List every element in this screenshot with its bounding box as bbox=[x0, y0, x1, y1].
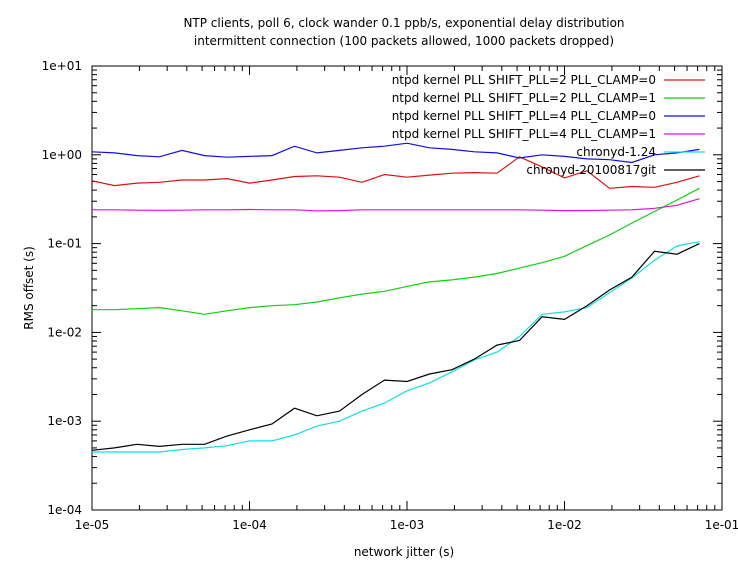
legend-label: ntpd kernel PLL SHIFT_PLL=4 PLL_CLAMP=0 bbox=[392, 109, 656, 123]
series-line-5 bbox=[92, 241, 700, 453]
y-tick-label: 1e-02 bbox=[47, 325, 82, 339]
legend: ntpd kernel PLL SHIFT_PLL=2 PLL_CLAMP=0n… bbox=[392, 73, 705, 177]
x-tick-label: 1e-03 bbox=[390, 518, 425, 532]
legend-label: chronyd-1.24 bbox=[576, 145, 656, 159]
y-tick-label: 1e-03 bbox=[47, 414, 82, 428]
legend-label: ntpd kernel PLL SHIFT_PLL=2 PLL_CLAMP=0 bbox=[392, 73, 656, 87]
axis-ticks: 1e-05 1e-04 1e-03 1e-02 1e-011e-041e-031e-02… bbox=[42, 59, 738, 532]
chart-title: NTP clients, poll 6, clock wander 0.1 pp… bbox=[183, 16, 624, 30]
x-tick-label: 1e-05 bbox=[75, 518, 110, 532]
x-tick-label: 1e-01 bbox=[705, 518, 738, 532]
y-tick-label: 1e+01 bbox=[42, 59, 82, 73]
legend-label: chronyd-20100817git bbox=[526, 163, 656, 177]
series-line-4 bbox=[92, 198, 700, 212]
y-axis-label: RMS offset (s) bbox=[22, 246, 36, 330]
series-lines bbox=[91, 142, 700, 453]
legend-label: ntpd kernel PLL SHIFT_PLL=4 PLL_CLAMP=1 bbox=[392, 127, 656, 141]
series-line-2 bbox=[92, 187, 700, 315]
x-tick-label: 1e-04 bbox=[232, 518, 267, 532]
legend-label: ntpd kernel PLL SHIFT_PLL=2 PLL_CLAMP=1 bbox=[392, 91, 656, 105]
series-line-1 bbox=[91, 156, 700, 189]
y-tick-label: 1e+00 bbox=[42, 148, 82, 162]
x-tick-label: 1e-02 bbox=[547, 518, 582, 532]
series-line-3 bbox=[91, 142, 700, 164]
y-tick-label: 1e-04 bbox=[47, 503, 82, 517]
series-line-6 bbox=[91, 243, 700, 451]
y-tick-label: 1e-01 bbox=[47, 237, 82, 251]
chart-subtitle: intermittent connection (100 packets all… bbox=[194, 34, 614, 48]
x-axis-label: network jitter (s) bbox=[354, 545, 454, 559]
